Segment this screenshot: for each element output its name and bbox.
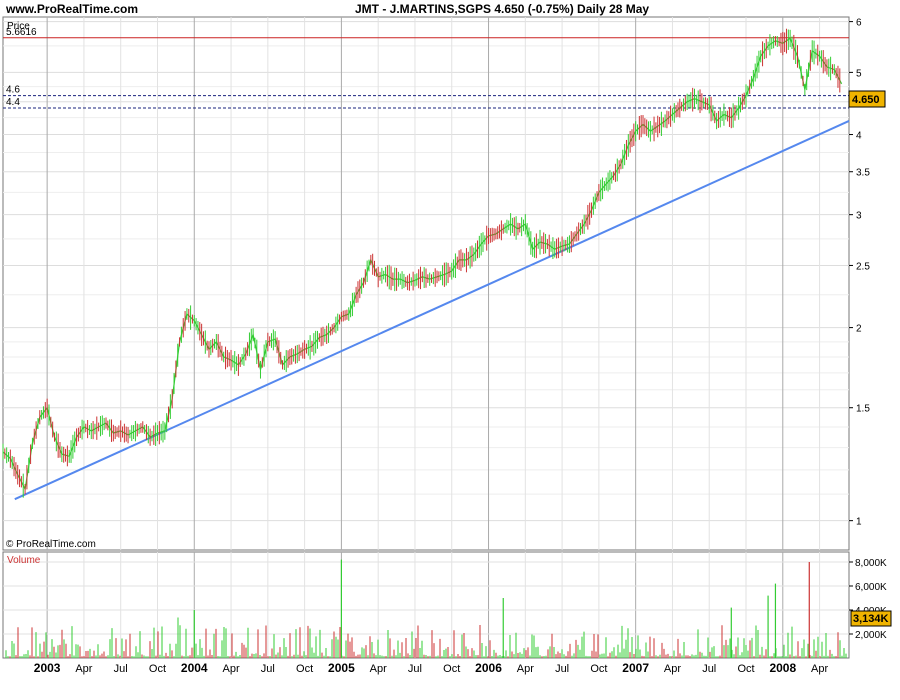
volume-grid: [3, 552, 849, 658]
copyright-label: © ProRealTime.com: [6, 539, 96, 550]
x-tick-label: Oct: [149, 663, 166, 675]
x-tick-label: Jul: [702, 663, 716, 675]
volume-panel-label: Volume: [7, 555, 41, 566]
price-panel-label: Price: [7, 21, 30, 32]
x-tick-label: Jul: [408, 663, 422, 675]
x-tick-label: Jul: [555, 663, 569, 675]
current-volume-tag: 3,134K: [850, 610, 892, 627]
x-tick-label: Apr: [517, 663, 534, 675]
volume-tick-label: 6,000K: [855, 582, 887, 593]
x-tick-label: Apr: [222, 663, 239, 675]
x-tick-label: Jul: [261, 663, 275, 675]
volume-tick-label: 8,000K: [855, 558, 887, 569]
x-tick-label: 2005: [328, 661, 355, 675]
x-tick-label: Apr: [370, 663, 387, 675]
site-name: www.ProRealTime.com: [5, 2, 138, 16]
price-tick-label: 2: [856, 324, 862, 335]
x-tick-label: 2007: [622, 661, 649, 675]
level-label: 4.4: [6, 97, 20, 108]
price-series-layer: [2, 28, 843, 498]
price-tick-label: 4: [856, 131, 862, 142]
price-tick-label: 3: [856, 211, 862, 222]
price-tick-label: 1.5: [856, 404, 870, 415]
volume-bars-layer: [5, 559, 847, 658]
volume-tick-label: 2,000K: [855, 630, 887, 641]
x-tick-label: Jul: [114, 663, 128, 675]
x-axis: 2003 Apr Jul Oct 2004 Apr Jul Oct 2005 Apr Jul Oct 2…: [34, 661, 829, 675]
level-label: 5.6616: [6, 27, 37, 38]
x-tick-label: Apr: [664, 663, 681, 675]
x-tick-label: 2006: [475, 661, 502, 675]
x-tick-label: Oct: [737, 663, 754, 675]
price-tick-label: 2.5: [856, 261, 870, 272]
current-price-value: 4.650: [852, 94, 880, 106]
current-volume-value: 3,134K: [853, 613, 889, 625]
level-label: 4.6: [6, 85, 20, 96]
price-tick-label: 5: [856, 68, 862, 79]
x-tick-label: Oct: [443, 663, 460, 675]
price-tick-label: 6: [856, 18, 862, 29]
price-tick-label: 1: [856, 517, 862, 528]
x-tick-label: Apr: [811, 663, 828, 675]
x-tick-label: Oct: [296, 663, 313, 675]
chart-title: JMT - J.MARTINS,SGPS 4.650 (-0.75%) Dail…: [355, 2, 649, 16]
x-tick-label: Apr: [75, 663, 92, 675]
x-tick-label: 2004: [181, 661, 208, 675]
x-tick-label: 2008: [769, 661, 796, 675]
current-price-tag: 4.650: [848, 90, 886, 108]
x-tick-label: Oct: [590, 663, 607, 675]
price-tick-label: 3.5: [856, 168, 870, 179]
horizontal-levels: 5.6616 4.64.4: [3, 27, 849, 109]
x-tick-label: 2003: [34, 661, 61, 675]
